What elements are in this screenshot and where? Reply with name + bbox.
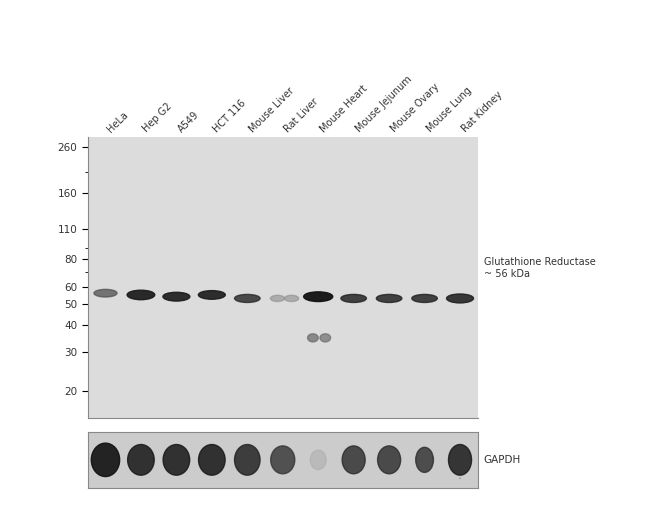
Text: Hep G2: Hep G2 [141,101,174,134]
Ellipse shape [94,289,117,297]
Text: HCT 116: HCT 116 [212,98,248,134]
Ellipse shape [304,292,333,302]
Ellipse shape [270,446,295,474]
Ellipse shape [198,445,225,475]
Ellipse shape [341,295,367,303]
Ellipse shape [163,292,190,301]
Ellipse shape [307,334,318,342]
Ellipse shape [163,445,190,475]
Ellipse shape [91,443,120,477]
Ellipse shape [376,295,402,303]
Text: HeLa: HeLa [105,110,130,134]
Text: GAPDH: GAPDH [484,455,521,465]
Text: Mouse Liver: Mouse Liver [247,86,296,134]
Ellipse shape [320,334,331,342]
Ellipse shape [448,445,471,475]
Ellipse shape [198,291,226,299]
Ellipse shape [270,295,285,302]
Ellipse shape [285,295,299,302]
Text: Rat Kidney: Rat Kidney [460,90,504,134]
Text: Mouse Jejunum: Mouse Jejunum [354,75,413,134]
Text: A549: A549 [176,110,202,134]
Text: Glutathione Reductase
~ 56 kDa: Glutathione Reductase ~ 56 kDa [484,257,595,278]
Ellipse shape [310,450,326,469]
Ellipse shape [235,445,260,475]
Ellipse shape [235,295,260,303]
Ellipse shape [416,447,434,473]
Ellipse shape [412,295,437,303]
Ellipse shape [342,446,365,474]
Text: Mouse Ovary: Mouse Ovary [389,82,441,134]
Ellipse shape [447,294,473,303]
Ellipse shape [378,446,400,474]
Text: Mouse Heart: Mouse Heart [318,83,369,134]
Text: Rat Liver: Rat Liver [283,96,320,134]
Ellipse shape [127,445,154,475]
Ellipse shape [127,290,155,300]
Text: Mouse Lung: Mouse Lung [424,86,473,134]
